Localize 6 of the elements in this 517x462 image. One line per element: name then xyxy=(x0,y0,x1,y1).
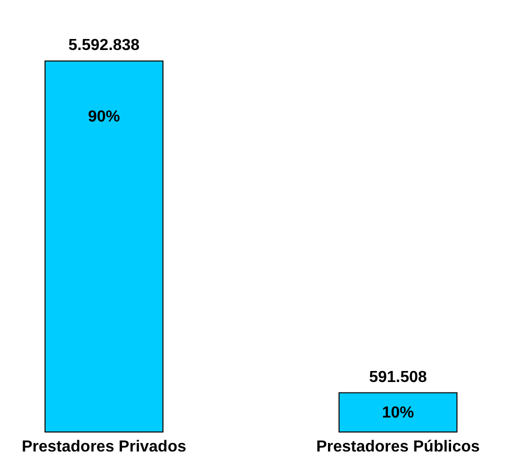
annotation: 90% xyxy=(88,108,120,126)
x-tick-label: Prestadores Privados xyxy=(22,438,186,456)
x-tick-label: Prestadores Públicos xyxy=(316,438,480,456)
data-label: 591.508 xyxy=(369,368,428,386)
annotation: 10% xyxy=(382,404,414,422)
data-label: 5.592.838 xyxy=(68,37,140,54)
